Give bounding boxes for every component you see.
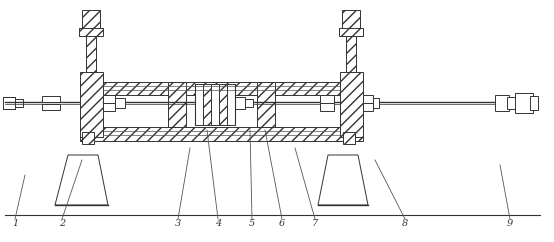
Text: 1: 1 bbox=[12, 219, 18, 228]
Bar bbox=[227, 84, 235, 125]
Text: 5: 5 bbox=[249, 219, 255, 228]
Bar bbox=[342, 10, 360, 30]
Bar bbox=[343, 132, 355, 144]
Bar bbox=[495, 95, 509, 111]
Bar bbox=[79, 28, 103, 36]
Text: 8: 8 bbox=[402, 219, 408, 228]
Bar bbox=[507, 97, 517, 109]
Bar bbox=[3, 97, 15, 109]
Bar bbox=[346, 36, 356, 72]
Bar bbox=[80, 72, 103, 137]
Bar bbox=[42, 96, 60, 102]
Bar bbox=[339, 28, 363, 36]
Bar bbox=[82, 132, 94, 144]
Text: 4: 4 bbox=[215, 219, 221, 228]
Bar bbox=[203, 84, 211, 125]
Bar bbox=[363, 95, 373, 103]
Polygon shape bbox=[318, 155, 368, 205]
Polygon shape bbox=[55, 155, 108, 205]
Bar bbox=[195, 84, 203, 125]
Bar bbox=[320, 95, 334, 103]
Bar bbox=[219, 84, 227, 125]
Bar bbox=[235, 97, 245, 109]
Bar bbox=[515, 93, 533, 113]
Bar bbox=[86, 36, 96, 72]
Bar bbox=[80, 127, 363, 141]
Text: 6: 6 bbox=[279, 219, 285, 228]
Bar bbox=[80, 82, 363, 95]
Bar bbox=[82, 10, 100, 30]
Bar bbox=[211, 84, 219, 125]
Bar bbox=[103, 103, 115, 111]
Bar bbox=[530, 96, 538, 110]
Text: 2: 2 bbox=[59, 219, 65, 228]
Text: 3: 3 bbox=[175, 219, 181, 228]
Bar bbox=[373, 98, 379, 108]
Bar bbox=[103, 95, 115, 103]
Bar bbox=[15, 99, 23, 107]
Bar bbox=[340, 72, 363, 137]
Text: 7: 7 bbox=[312, 219, 318, 228]
Bar bbox=[363, 103, 373, 111]
Bar bbox=[115, 98, 125, 108]
Bar bbox=[168, 82, 186, 127]
Bar bbox=[320, 103, 334, 111]
Bar bbox=[245, 99, 253, 107]
Bar bbox=[257, 82, 275, 127]
Text: 9: 9 bbox=[507, 219, 513, 228]
Bar bbox=[42, 104, 60, 110]
